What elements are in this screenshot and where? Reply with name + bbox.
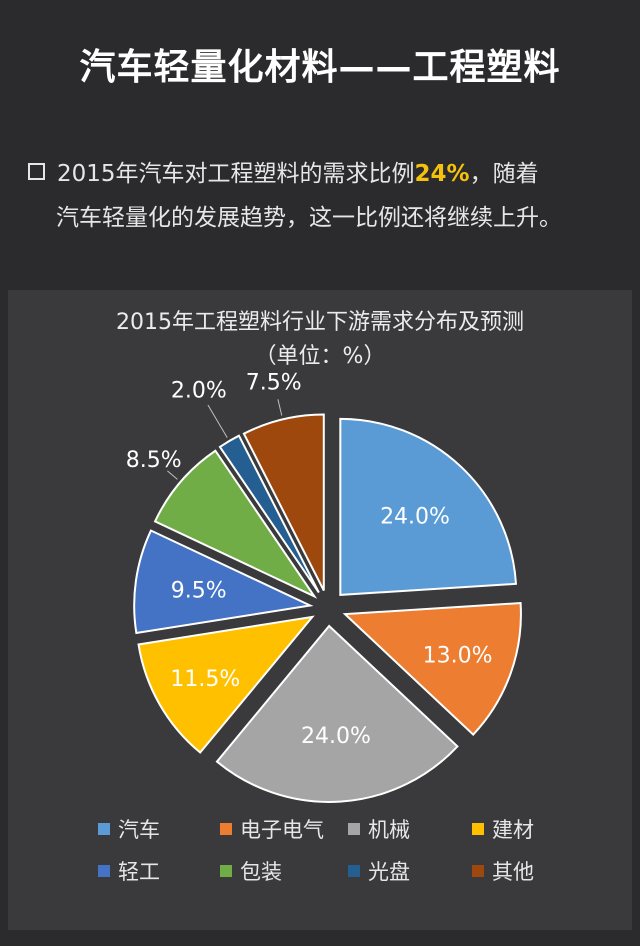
intro-highlight: 24% xyxy=(414,161,470,187)
legend-item-3: 建材 xyxy=(472,814,592,844)
legend-item-4: 轻工 xyxy=(98,856,220,886)
data-label-0: 24.0% xyxy=(380,504,450,529)
page-title: 汽车轻量化材料——工程塑料 xyxy=(79,47,561,88)
chart-legend: 汽车 电子电气 机械 建材轻工 包装 光盘 其他 xyxy=(98,814,618,886)
intro-post: ，随着 xyxy=(469,161,539,187)
pie-slice-3 xyxy=(137,615,315,754)
pie-slice-7 xyxy=(242,413,325,591)
legend-item-7: 其他 xyxy=(472,856,592,886)
chart-subtitle: （单位：%） xyxy=(254,344,386,369)
legend-swatch-7 xyxy=(472,865,484,877)
pie-slice-0 xyxy=(339,417,518,596)
legend-swatch-3 xyxy=(472,823,484,835)
leader-line-5 xyxy=(167,470,178,480)
pie-slice-2 xyxy=(215,624,459,803)
data-label-7: 7.5% xyxy=(246,371,302,396)
legend-swatch-2 xyxy=(348,823,360,835)
data-label-6: 2.0% xyxy=(171,379,227,404)
legend-item-0: 汽车 xyxy=(98,814,220,844)
pie-slice-5 xyxy=(153,449,318,599)
legend-item-2: 机械 xyxy=(348,814,472,844)
data-label-3: 11.5% xyxy=(170,667,240,692)
legend-swatch-6 xyxy=(348,865,360,877)
legend-swatch-0 xyxy=(98,823,110,835)
pie-slice-6 xyxy=(218,434,320,594)
data-label-1: 13.0% xyxy=(423,644,493,669)
leader-line-7 xyxy=(277,399,283,416)
pie-slice-4 xyxy=(133,529,314,635)
pie-slice-1 xyxy=(342,601,522,736)
legend-item-1: 电子电气 xyxy=(220,814,348,844)
intro-line-1: 2015年汽车对工程塑料的需求比例24%，随着 xyxy=(28,152,628,196)
intro-line-2: 汽车轻量化的发展趋势，这一比例还将继续上升。 xyxy=(56,205,562,231)
legend-label-3: 建材 xyxy=(492,818,534,842)
data-label-4: 9.5% xyxy=(171,579,227,604)
intro-pre: 2015年汽车对工程塑料的需求比例 xyxy=(57,161,415,187)
intro-text: 2015年汽车对工程塑料的需求比例24%，随着 汽车轻量化的发展趋势，这一比例还… xyxy=(28,152,628,240)
data-label-5: 8.5% xyxy=(126,448,182,473)
legend-item-5: 包装 xyxy=(220,856,348,886)
leader-line-6 xyxy=(207,404,228,438)
legend-label-4: 轻工 xyxy=(118,860,160,884)
bullet-square-icon xyxy=(28,163,45,180)
legend-swatch-5 xyxy=(220,865,232,877)
data-label-2: 24.0% xyxy=(301,724,371,749)
legend-label-7: 其他 xyxy=(492,860,534,884)
legend-label-2: 机械 xyxy=(368,818,410,842)
legend-swatch-4 xyxy=(98,865,110,877)
legend-label-0: 汽车 xyxy=(118,818,160,842)
legend-swatch-1 xyxy=(220,823,232,835)
chart-title: 2015年工程塑料行业下游需求分布及预测 xyxy=(116,310,524,335)
legend-item-6: 光盘 xyxy=(348,856,472,886)
legend-label-1: 电子电气 xyxy=(240,818,324,842)
chart-panel xyxy=(8,290,632,930)
legend-label-6: 光盘 xyxy=(368,860,410,884)
legend-label-5: 包装 xyxy=(240,860,282,884)
